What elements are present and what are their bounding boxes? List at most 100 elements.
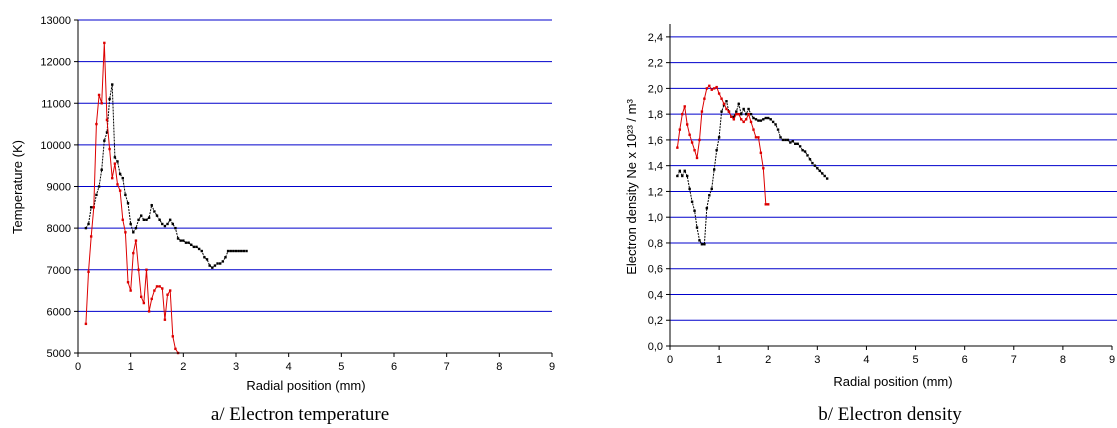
chart-a-x-tick-label: 1 <box>128 361 134 373</box>
chart-a-series-1-line <box>85 42 179 354</box>
chart-b-x-tick-label: 2 <box>765 354 771 366</box>
chart-b-x-tick-label: 9 <box>1109 354 1115 366</box>
chart-b-series-0-point <box>796 142 799 145</box>
chart-a-series-0-point <box>224 256 227 259</box>
chart-b-series-1-point <box>747 112 750 116</box>
chart-b-series-0-point <box>735 110 738 113</box>
chart-a-series-0-point <box>100 168 103 172</box>
chart-b-series-0-point <box>813 164 817 167</box>
chart-a-series-1-point <box>87 270 90 274</box>
chart-b-series-0-point <box>771 120 775 124</box>
chart-b-series-0-point <box>732 115 736 118</box>
chart-a-series-1-point <box>100 102 103 105</box>
chart-a-grid <box>78 19 552 312</box>
chart-a-series <box>84 41 248 355</box>
chart-a-series-0-point <box>163 224 167 228</box>
chart-a-series-1-point <box>168 289 172 292</box>
chart-a-x-tick-label: 0 <box>75 361 81 373</box>
chart-a-series-0-point <box>84 226 88 230</box>
chart-b-series <box>676 84 829 246</box>
chart-b-series-0-point <box>693 209 696 212</box>
chart-a-series-0-point <box>229 249 232 253</box>
chart-a-y-tick-label: 10000 <box>40 140 71 152</box>
chart-b-x-tick-label: 1 <box>716 354 722 366</box>
chart-b-series-0-point <box>685 174 689 178</box>
chart-b-y-tick-label: 1,6 <box>648 135 663 147</box>
chart-b-series-1-point <box>742 120 745 124</box>
chart-a-x-tick-label: 6 <box>391 361 397 373</box>
chart-a-series-0-point <box>126 201 130 205</box>
chart-a-series-1-point <box>97 93 101 97</box>
chart-a-series-1-point <box>108 147 111 151</box>
chart-a-series-1-point <box>129 289 132 292</box>
chart-a-series-1-point <box>132 251 135 255</box>
chart-b-series-0-point <box>779 136 782 139</box>
chart-a-tick-labels: 5000 6000 7000 8000 9000 10000 11000 12000 13000… <box>40 15 555 373</box>
chart-a-series-1-point <box>95 122 98 126</box>
chart-b-series-1-point <box>744 118 748 121</box>
chart-b-series-1-point <box>700 110 704 113</box>
chart-a-series-0-point <box>203 256 206 259</box>
chart-b-series-0-point <box>811 161 814 165</box>
chart-a-series-0-point <box>213 264 217 267</box>
chart-b-series-1-point <box>708 84 711 88</box>
chart-b-series-0-point <box>747 107 750 111</box>
chart-b-series-0-point <box>767 116 770 120</box>
chart-b-x-tick-label: 3 <box>814 354 820 366</box>
chart-a-series-0-point <box>219 262 222 265</box>
chart-b-series-1-point <box>698 138 701 142</box>
chart-b-series-1-point <box>688 133 691 136</box>
chart-b-series-0-point <box>784 138 787 142</box>
chart-a-series-1-point <box>140 295 143 299</box>
chart-b: 0,0 0,2 0,4 0,6 0,8 1,0 1,2 1,4 1,6 1,8 2,0 2,2 2,4 0… <box>624 24 1117 425</box>
chart-a-series-0-point <box>237 249 240 253</box>
chart-b-series-0-point <box>710 187 713 191</box>
chart-a-series-0-point <box>168 218 172 221</box>
chart-a-series-1-point <box>121 218 124 221</box>
chart-a-x-tick-label: 7 <box>444 361 450 373</box>
chart-b-series-1-point <box>754 136 758 139</box>
chart-b-x-tick-label: 6 <box>962 354 968 366</box>
chart-b-series-0-point <box>808 158 812 161</box>
chart-a-series-0-point <box>105 131 109 134</box>
chart-b-series-0-point <box>798 145 802 148</box>
chart-a-x-tick-label: 3 <box>233 361 239 373</box>
chart-b-series-0-point <box>681 174 684 178</box>
chart-a-series-1-point <box>111 176 114 180</box>
chart-b-y-tick-label: 1,2 <box>648 186 663 198</box>
chart-b-series-0-point <box>722 103 726 107</box>
chart-a-series-0-point <box>192 245 196 249</box>
chart-b-series-0-point <box>713 168 716 171</box>
chart-b-series-0-point <box>720 110 723 113</box>
chart-a-series-0-point <box>129 222 132 226</box>
chart-a-series-0-point <box>124 193 127 197</box>
chart-b-y-tick-label: 0,4 <box>648 289 663 301</box>
chart-a-series-1-point <box>155 285 159 288</box>
chart-a-series-1-point <box>137 268 140 271</box>
chart-a-series-1-point <box>163 318 167 321</box>
chart-a-series-0-point <box>147 216 151 219</box>
chart-b-y-tick-label: 0,2 <box>648 315 663 327</box>
chart-b-series-1-point <box>767 203 770 206</box>
chart-a-series-1-point <box>89 235 93 238</box>
chart-b-series-1-point <box>740 118 743 121</box>
chart-a: 5000 6000 7000 8000 9000 10000 11000 12000 13000… <box>10 15 555 425</box>
chart-a-series-1-point <box>158 285 161 288</box>
chart-b-series-1-point <box>710 88 713 91</box>
chart-a-series-0-point <box>208 264 211 267</box>
chart-a-series-1-point <box>147 310 151 313</box>
chart-a-series-0-point <box>171 222 174 226</box>
chart-a-series-1-point <box>92 206 95 209</box>
chart-b-x-tick-label: 8 <box>1060 354 1066 366</box>
chart-b-series-0-point <box>786 138 790 142</box>
chart-a-series-0-point <box>211 266 214 269</box>
chart-b-series-0-point <box>789 141 792 144</box>
chart-a-x-tick-label: 4 <box>286 361 292 373</box>
chart-b-series-1-point <box>703 97 706 100</box>
chart-b-series-0-point <box>703 243 706 246</box>
chart-b-series-0-point <box>825 177 829 180</box>
chart-a-series-1-point <box>150 297 153 301</box>
chart-b-series-0-point <box>806 154 809 157</box>
chart-a-series-0-point <box>137 218 140 221</box>
chart-b-y-tick-label: 1,8 <box>648 109 663 121</box>
